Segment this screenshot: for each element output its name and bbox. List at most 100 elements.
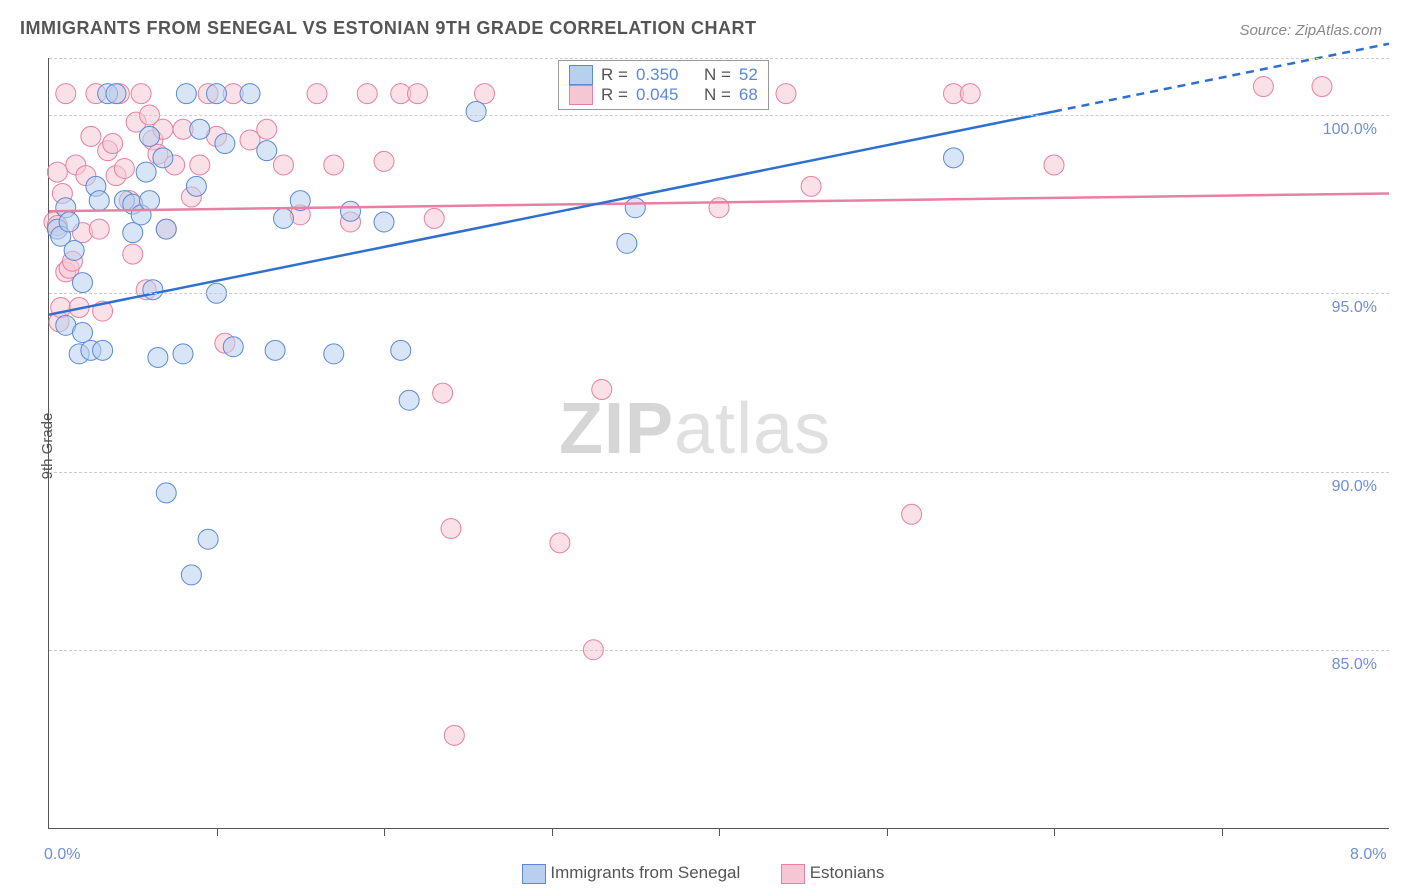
data-point: [190, 155, 210, 175]
data-point: [274, 208, 294, 228]
gridline: [49, 115, 1389, 116]
legend-label-a: Immigrants from Senegal: [550, 863, 740, 882]
ytick-label: 95.0%: [1332, 299, 1377, 317]
data-point: [123, 223, 143, 243]
data-point: [207, 84, 227, 104]
data-point: [93, 340, 113, 360]
data-point: [143, 280, 163, 300]
data-point: [466, 101, 486, 121]
data-point: [56, 84, 76, 104]
gridline: [49, 650, 1389, 651]
data-point: [475, 84, 495, 104]
data-point: [1312, 77, 1332, 97]
legend-swatch-a-icon: [522, 864, 546, 884]
swatch-b-icon: [569, 85, 593, 105]
x-max-label: 8.0%: [1350, 846, 1386, 864]
data-point: [776, 84, 796, 104]
data-point: [103, 134, 123, 154]
legend-stats-row-a: R = 0.350 N = 52: [569, 65, 758, 85]
data-point: [944, 148, 964, 168]
legend-label-b: Estonians: [810, 863, 885, 882]
data-point: [324, 344, 344, 364]
data-point: [186, 176, 206, 196]
data-point: [265, 340, 285, 360]
data-point: [391, 340, 411, 360]
data-point: [198, 529, 218, 549]
xtick: [384, 828, 385, 836]
n-value-b: 68: [739, 85, 758, 105]
data-point: [131, 84, 151, 104]
chart-svg: [49, 58, 1389, 828]
gridline: [49, 472, 1389, 473]
legend-series: Immigrants from Senegal Estonians: [0, 863, 1406, 884]
n-label-a: N =: [704, 65, 731, 85]
data-point: [59, 212, 79, 232]
data-point: [257, 119, 277, 139]
data-point: [73, 273, 93, 293]
data-point: [156, 483, 176, 503]
legend-item-b: Estonians: [781, 863, 884, 882]
trendline-a-dashed: [1054, 44, 1389, 112]
data-point: [215, 134, 235, 154]
legend-swatch-b-icon: [781, 864, 805, 884]
data-point: [176, 84, 196, 104]
data-point: [257, 141, 277, 161]
chart-container: IMMIGRANTS FROM SENEGAL VS ESTONIAN 9TH …: [0, 0, 1406, 892]
source-label: Source: ZipAtlas.com: [1239, 22, 1382, 39]
data-point: [341, 201, 361, 221]
data-point: [64, 241, 84, 261]
data-point: [960, 84, 980, 104]
data-point: [89, 191, 109, 211]
n-value-a: 52: [739, 65, 758, 85]
data-point: [1253, 77, 1273, 97]
data-point: [148, 347, 168, 367]
data-point: [73, 322, 93, 342]
trendline-a: [49, 111, 1054, 314]
r-value-a: 0.350: [636, 65, 679, 85]
data-point: [81, 126, 101, 146]
data-point: [374, 151, 394, 171]
data-point: [223, 337, 243, 357]
data-point: [324, 155, 344, 175]
xtick: [887, 828, 888, 836]
data-point: [374, 212, 394, 232]
data-point: [240, 84, 260, 104]
xtick: [1222, 828, 1223, 836]
data-point: [433, 383, 453, 403]
r-value-b: 0.045: [636, 85, 679, 105]
data-point: [592, 380, 612, 400]
data-point: [156, 219, 176, 239]
data-point: [902, 504, 922, 524]
legend-stats: R = 0.350 N = 52 R = 0.045 N = 68: [558, 60, 769, 110]
data-point: [709, 198, 729, 218]
data-point: [357, 84, 377, 104]
data-point: [190, 119, 210, 139]
plot-area: ZIPatlas 85.0%90.0%95.0%100.0%: [48, 58, 1389, 829]
ytick-label: 85.0%: [1332, 656, 1377, 674]
data-point: [106, 84, 126, 104]
r-label-b: R =: [601, 85, 628, 105]
data-point: [1044, 155, 1064, 175]
data-point: [801, 176, 821, 196]
legend-stats-row-b: R = 0.045 N = 68: [569, 85, 758, 105]
data-point: [550, 533, 570, 553]
data-point: [153, 148, 173, 168]
gridline: [49, 293, 1389, 294]
data-point: [424, 208, 444, 228]
data-point: [617, 233, 637, 253]
chart-title: IMMIGRANTS FROM SENEGAL VS ESTONIAN 9TH …: [20, 18, 757, 39]
data-point: [274, 155, 294, 175]
ytick-label: 90.0%: [1332, 478, 1377, 496]
data-point: [136, 162, 156, 182]
xtick: [217, 828, 218, 836]
data-point: [441, 519, 461, 539]
data-point: [123, 244, 143, 264]
data-point: [114, 159, 134, 179]
data-point: [89, 219, 109, 239]
x-min-label: 0.0%: [44, 846, 80, 864]
swatch-a-icon: [569, 65, 593, 85]
ytick-label: 100.0%: [1323, 121, 1377, 139]
data-point: [140, 126, 160, 146]
r-label-a: R =: [601, 65, 628, 85]
gridline: [49, 58, 1389, 59]
